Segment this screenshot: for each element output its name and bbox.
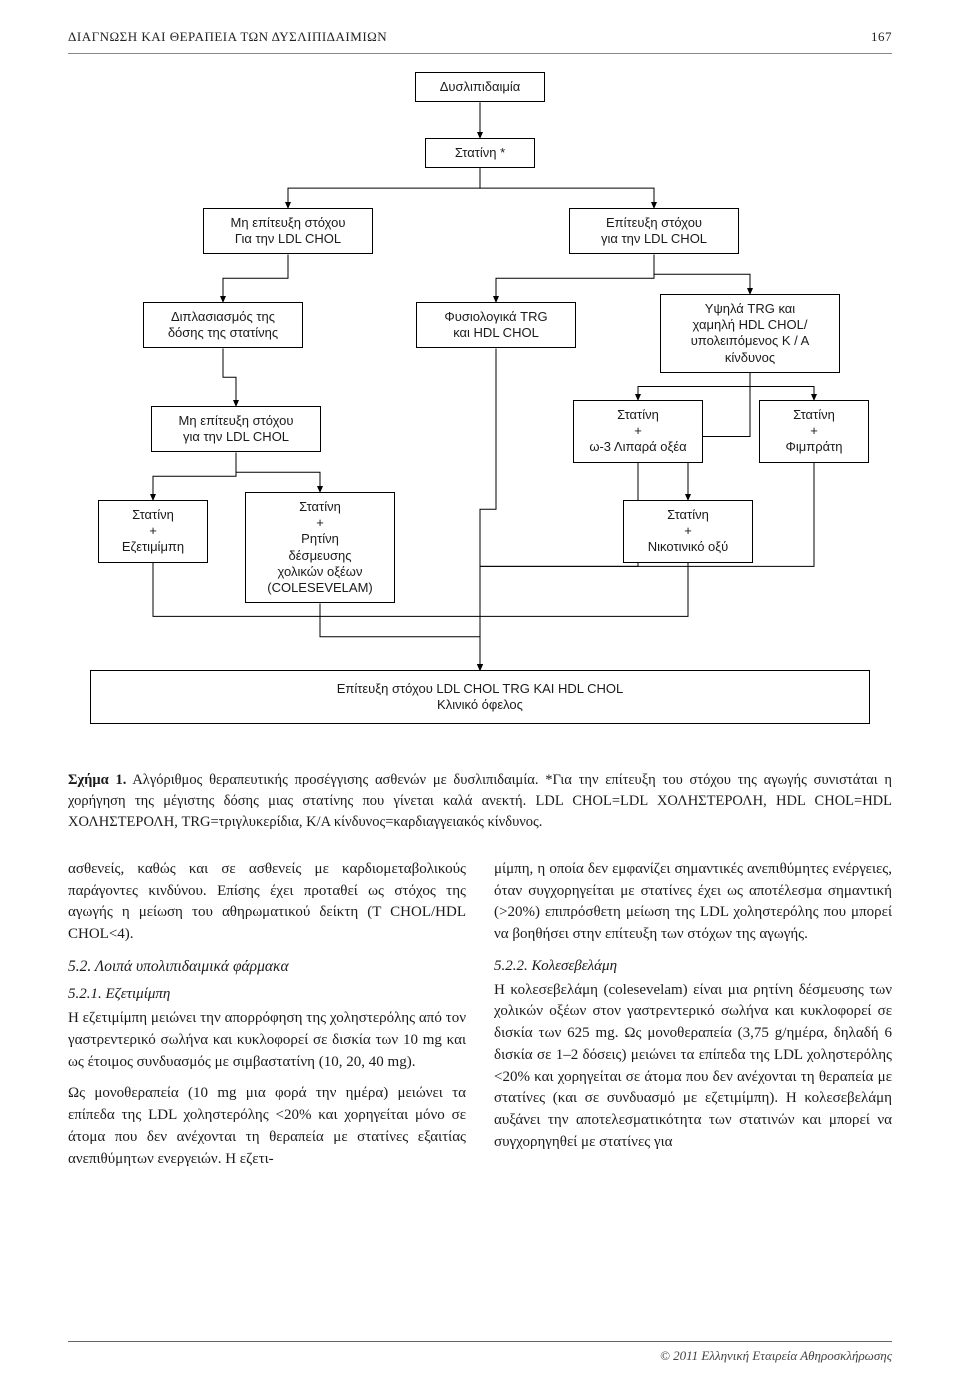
heading-5-2: 5.2. Λοιπά υπολιπιδαιμικά φάρμακα (68, 956, 466, 978)
flow-node-n_omega3: Στατίνη+ω-3 Λιπαρά οξέα (573, 400, 703, 463)
flow-node-n_dys: Δυσλιπιδαιμία (415, 72, 545, 102)
body-paragraph: ασθενείς, καθώς και σε ασθενείς με καρδι… (68, 859, 466, 946)
flow-edge (480, 563, 688, 670)
flow-node-n_ok_ldl: Επίτευξη στόχουγια την LDL CHOL (569, 208, 739, 255)
header-rule (68, 53, 892, 54)
flow-edge (223, 348, 236, 406)
flow-edge (496, 254, 654, 302)
running-title: ΔΙΑΓΝΩΣΗ ΚΑΙ ΘΕΡΑΠΕΙΑ ΤΩΝ ΔΥΣΛΙΠΙΔΑΙΜΙΩΝ (68, 29, 387, 44)
flow-node-n_cole: Στατίνη+Ρητίνηδέσμευσηςχολικών οξέων(COL… (245, 492, 395, 604)
flow-node-n_high_trg: Υψηλά TRG καιχαμηλή HDL CHOL/υπολειπόμεν… (660, 294, 840, 373)
running-head: ΔΙΑΓΝΩΣΗ ΚΑΙ ΘΕΡΑΠΕΙΑ ΤΩΝ ΔΥΣΛΙΠΙΔΑΙΜΙΩΝ… (68, 28, 892, 47)
flow-node-n_fail_ldl: Μη επίτευξη στόχουΓια την LDL CHOL (203, 208, 373, 255)
footer-rule (68, 1341, 892, 1342)
flow-edge (236, 452, 320, 492)
flow-edge (654, 254, 750, 294)
flow-node-n_eze: Στατίνη+Εζετιμίμπη (98, 500, 208, 563)
body-paragraph: Ως μονοθεραπεία (10 mg μια φορά την ημέρ… (68, 1083, 466, 1170)
flow-edge (320, 603, 480, 670)
page-number: 167 (871, 28, 892, 47)
flow-edge (480, 463, 814, 670)
flow-edge (223, 254, 288, 302)
figure-caption-text: Αλγόριθμος θεραπευτικής προσέγγισης ασθε… (68, 772, 892, 830)
flow-edge (750, 373, 814, 400)
body-paragraph: Η κολεσεβελάμη (colesevelam) είναι μια ρ… (494, 980, 892, 1154)
body-columns: ασθενείς, καθώς και σε ασθενείς με καρδι… (68, 859, 892, 1172)
flow-edge (480, 168, 654, 208)
figure-caption: Σχήμα 1. Αλγόριθμος θεραπευτικής προσέγγ… (68, 770, 892, 833)
flow-edge (480, 463, 638, 670)
flow-edge (288, 168, 480, 208)
heading-5-2-2: 5.2.2. Κολεσεβελάμη (494, 956, 892, 978)
flowchart: Δυσλιπιδαιμία Στατίνη * Μη επίτευξη στόχου… (68, 72, 892, 752)
body-paragraph: Η εζετιμίμπη μειώνει την απορρόφηση της … (68, 1008, 466, 1073)
flow-edge (153, 452, 236, 500)
flow-node-n_statin: Στατίνη * (425, 138, 535, 168)
flow-node-n_nico: Στατίνη+Νικοτινικό οξύ (623, 500, 753, 563)
flow-node-n_outcome: Επίτευξη στόχου LDL CHOL TRG KAI HDL CHO… (90, 670, 870, 725)
flow-node-n_fail2: Μη επίτευξη στόχουγια την LDL CHOL (151, 406, 321, 453)
flow-edge (480, 348, 496, 670)
heading-5-2-1: 5.2.1. Εζετιμίμπη (68, 984, 466, 1006)
figure-label: Σχήμα 1. (68, 772, 126, 788)
flow-node-n_double: Διπλασιασμός τηςδόσης της στατίνης (143, 302, 303, 349)
body-paragraph: μίμπη, η οποία δεν εμφανίζει σημαντικές … (494, 859, 892, 946)
flow-edge (638, 373, 750, 400)
footer-copyright: © 2011 Ελληνική Εταιρεία Αθηροσκλήρωσης (660, 1347, 892, 1366)
flow-node-n_fibrate: Στατίνη+Φιμπράτη (759, 400, 869, 463)
flow-node-n_norm_trg: Φυσιολογικά TRGκαι HDL CHOL (416, 302, 576, 349)
